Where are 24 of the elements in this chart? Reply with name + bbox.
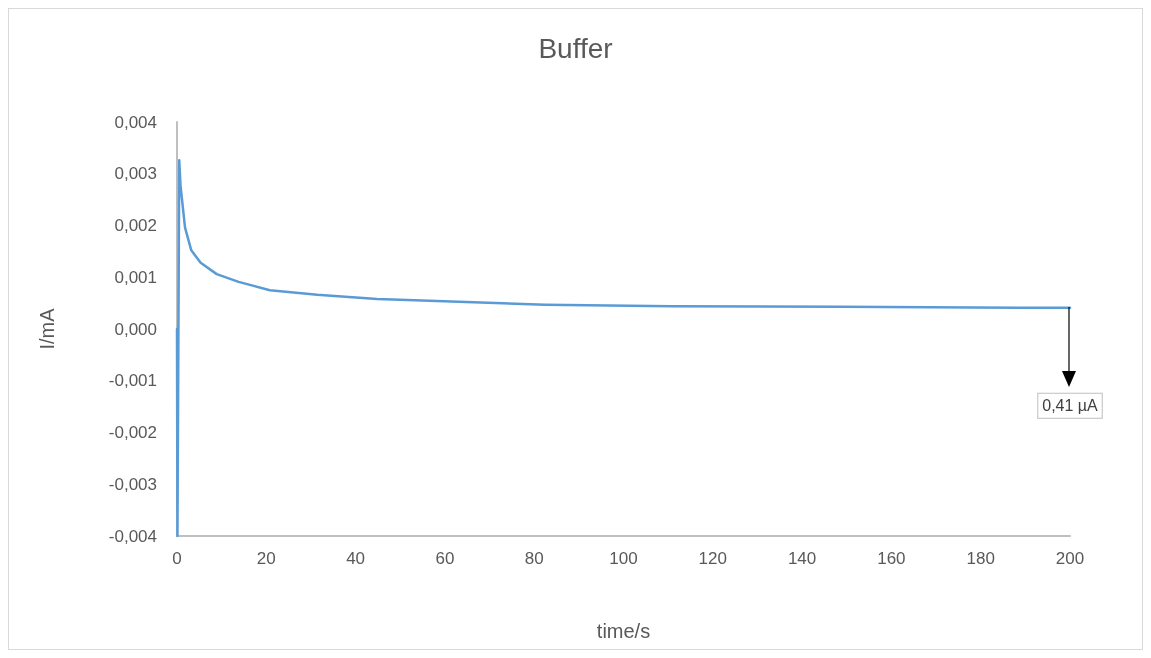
- y-axis-title: I/mA: [36, 307, 58, 350]
- y-tick-label: -0,001: [108, 371, 157, 391]
- x-tick-label: 180: [966, 549, 995, 568]
- y-tick-label: -0,002: [108, 423, 157, 442]
- y-tick-label: 0,004: [114, 112, 157, 132]
- y-tick-label: 0,002: [114, 216, 157, 235]
- x-tick-label: 80: [524, 549, 544, 568]
- x-tick-label: 40: [346, 549, 366, 568]
- y-tick-label: 0,001: [114, 267, 157, 287]
- x-tick-label: 20: [256, 549, 276, 568]
- x-tick-label: 120: [698, 549, 727, 568]
- y-tick-label: 0,000: [114, 319, 157, 339]
- y-tick-label: -0,003: [108, 474, 157, 494]
- x-tick-label: 160: [877, 549, 906, 568]
- annotation: 0,41 µA: [1042, 397, 1099, 415]
- x-axis-title: time/s: [596, 620, 651, 642]
- x-tick-label: 200: [1055, 549, 1085, 568]
- x-tick-label: 60: [435, 549, 455, 568]
- chart-title: Buffer: [538, 32, 613, 64]
- x-tick-label: 100: [609, 549, 638, 568]
- x-tick-label: 0: [172, 549, 182, 568]
- y-tick-label: 0,003: [114, 164, 157, 184]
- y-tick-label: -0,004: [108, 526, 157, 546]
- x-tick-label: 140: [787, 549, 817, 568]
